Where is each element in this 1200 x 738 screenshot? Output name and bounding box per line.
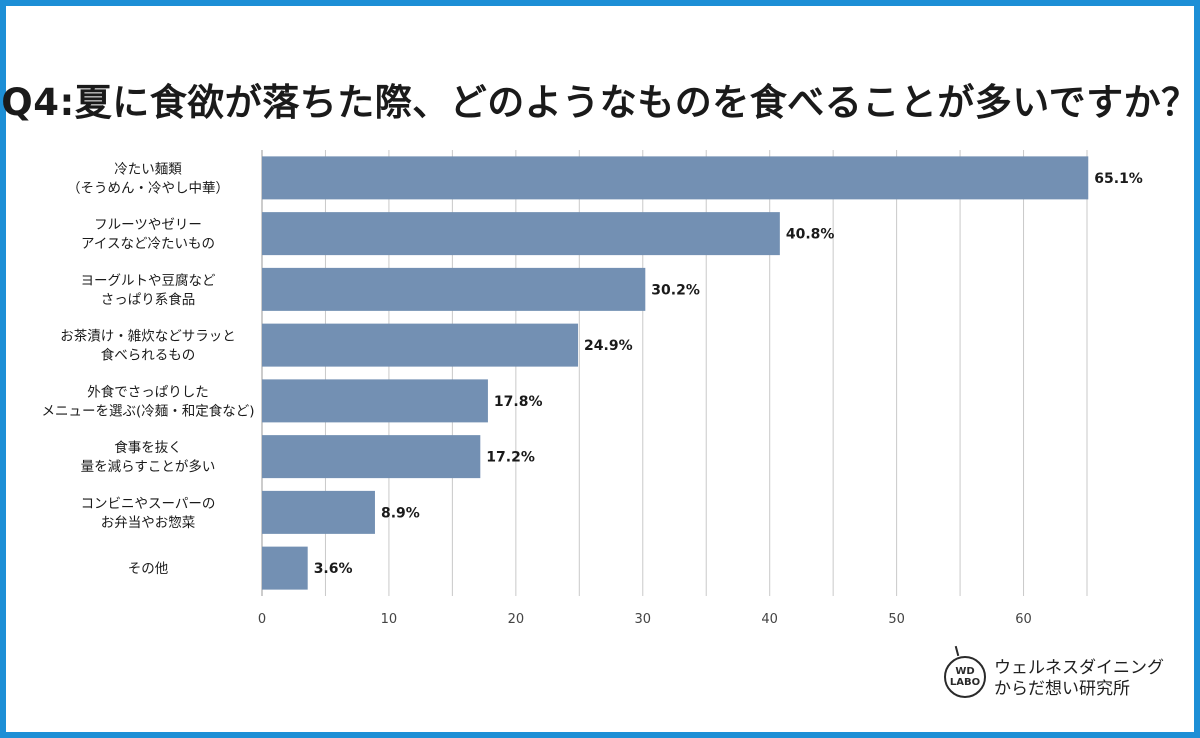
x-tick-label: 50 [888,612,905,627]
category-label: アイスなど冷たいもの [81,236,215,252]
x-tick-label: 60 [1015,612,1032,627]
logo-mark-icon [954,645,960,657]
value-label: 17.8% [494,394,543,410]
brand-name: ウェルネスダイニング からだ想い研究所 [994,658,1164,700]
category-label: ヨーグルトや豆腐など [81,273,216,289]
bar [262,156,1089,200]
chart-title: Q4:夏に食欲が落ちた際、どのようなものを食べることが多いですか？ [1,81,1199,124]
x-tick-label: 30 [634,612,651,627]
category-label: 冷たい麺類 [114,161,182,177]
category-label: 量を減らすことが多い [81,458,216,475]
bar [262,212,780,256]
brand-logo-block: WD LABO ウェルネスダイニング からだ想い研究所 [940,642,1180,702]
x-tick-label: 40 [761,612,778,627]
x-axis-ticks: 0 10 20 30 40 50 60 [258,612,1032,627]
bar [262,490,375,534]
value-label: 17.2% [486,450,535,466]
bar [262,323,579,367]
logo-line1: WD [955,666,975,677]
logo-line2: LABO [949,677,981,688]
value-label: 8.9% [381,505,420,521]
category-label: さっぱり系食品 [101,291,196,308]
category-label: お弁当やお惣菜 [101,515,196,531]
bar [262,546,308,590]
bar [262,267,646,311]
brand-name-line1: ウェルネスダイニング [994,658,1164,678]
brand-name-line2: からだ想い研究所 [994,679,1130,699]
bar [262,379,488,423]
category-label: お茶漬け・雑炊などサラッと [60,329,236,345]
category-labels: 冷たい麺類 （そうめん・冷やし中華） フルーツやゼリーアイスなど冷たいものヨーグルト… [41,161,254,577]
x-tick-label: 10 [381,612,398,627]
category-label: 外食でさっぱりした [87,383,209,400]
x-tick-label: 0 [258,612,266,627]
category-label: フルーツやゼリー [94,217,202,233]
category-label: （そうめん・冷やし中華） [67,180,229,196]
value-label: 30.2% [651,282,700,298]
value-label: 3.6% [314,561,353,577]
category-label: その他 [128,561,169,577]
category-label: 食べられるもの [101,347,196,364]
value-label: 40.8% [786,227,835,243]
bar [262,435,481,479]
category-label: コンビニやスーパーの [81,496,216,512]
bars [262,156,1089,590]
value-label: 24.9% [584,338,633,354]
category-label: メニューを選ぶ(冷麺・和定食など) [41,402,254,419]
value-labels: 65.1% 40.8% 30.2% 24.9% 17.8% 17.2% 8.9% 3.6% [314,171,1143,577]
x-tick-label: 20 [508,612,525,627]
wd-labo-logo: WD LABO [944,656,986,698]
value-label: 65.1% [1094,171,1143,187]
category-label: 食事を抜く [114,439,182,456]
